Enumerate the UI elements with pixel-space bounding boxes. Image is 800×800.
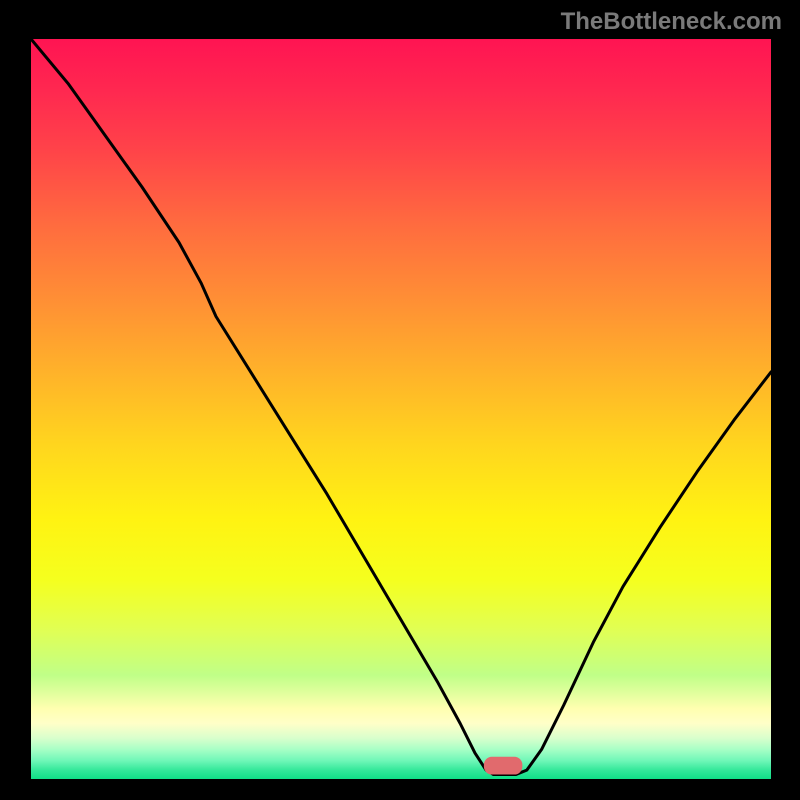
optimal-marker <box>484 757 522 775</box>
bottleneck-chart <box>31 39 771 779</box>
chart-container: { "source_watermark": { "text": "TheBott… <box>0 0 800 800</box>
source-watermark: TheBottleneck.com <box>561 8 782 36</box>
gradient-background <box>31 39 771 779</box>
